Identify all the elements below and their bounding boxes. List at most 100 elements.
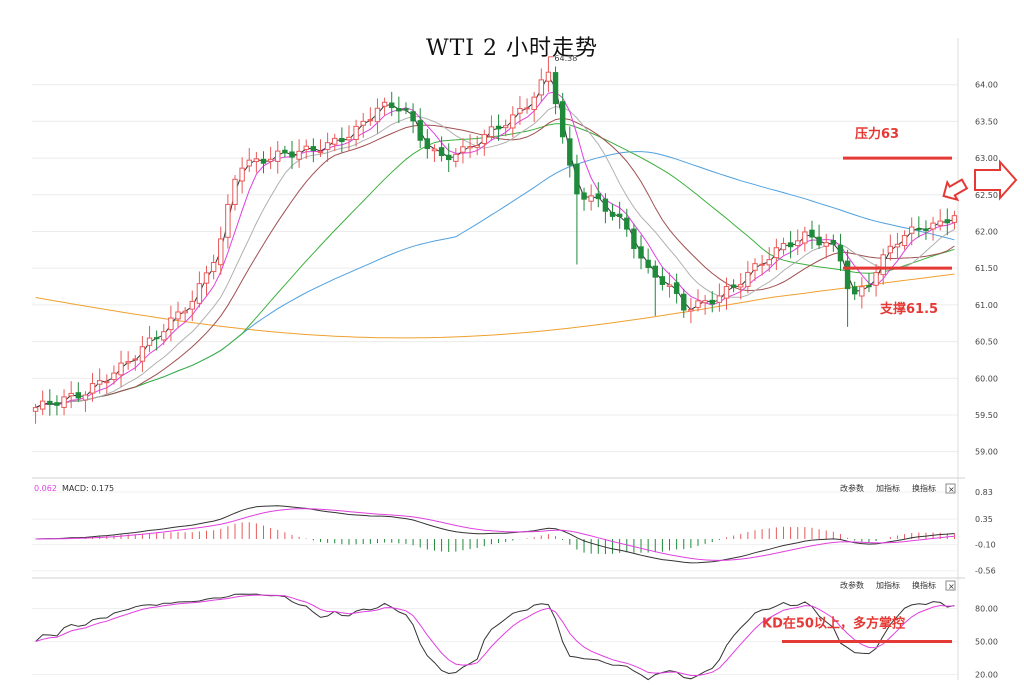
candle-body — [54, 402, 60, 406]
macd-panel-button[interactable]: 换指标 — [912, 483, 936, 493]
macd-tick-label: -0.56 — [975, 567, 996, 576]
candle-body — [951, 215, 958, 223]
candle-body — [887, 245, 894, 254]
macd-panel-button[interactable]: 加指标 — [876, 483, 900, 493]
macd-tick-label: 0.83 — [975, 488, 993, 497]
candle-body — [681, 293, 687, 311]
candle-body — [381, 101, 388, 107]
candle-body — [317, 151, 324, 154]
candle-body — [175, 311, 181, 320]
candle-body — [752, 263, 758, 271]
candle-body — [161, 331, 167, 341]
kd-panel: 80.00 50.00 20.00 改参数 加指标 换指标 × — [32, 580, 998, 681]
price-tick-label: 61.00 — [975, 301, 998, 310]
candle-body — [495, 125, 502, 130]
candle-body — [182, 310, 188, 314]
candle-body — [716, 295, 723, 303]
right-arrow-icon — [974, 159, 1018, 201]
candle-body — [260, 158, 267, 164]
ma20-line — [35, 106, 955, 409]
candle-body — [795, 240, 801, 247]
candle-body — [602, 198, 609, 212]
candle-body — [488, 126, 495, 138]
kd-tick-label: 80.00 — [975, 605, 998, 614]
candle-body — [111, 372, 117, 380]
candle-body — [460, 146, 466, 153]
kd-d-line — [35, 594, 955, 676]
candle-body — [531, 96, 537, 110]
candle-body — [894, 243, 901, 248]
macd-dea-line — [35, 508, 955, 561]
candle-body — [759, 263, 765, 266]
candle-body — [809, 229, 815, 238]
candle-body — [453, 153, 459, 162]
candle-body — [688, 309, 694, 312]
candle-body — [374, 107, 381, 123]
candle-body — [210, 261, 217, 273]
candle-body — [32, 407, 39, 412]
candle-body — [574, 163, 580, 195]
kd-panel-button[interactable]: 换指标 — [912, 580, 936, 590]
candle-body — [673, 282, 680, 294]
candle-body — [609, 212, 616, 217]
kd-panel-button[interactable]: 改参数 — [840, 580, 864, 590]
macd-close-icon[interactable] — [945, 483, 956, 494]
candle-body — [39, 400, 46, 410]
candle-body — [96, 380, 103, 385]
candle-body — [253, 158, 260, 162]
chart-title: WTI 2 小时走势 — [426, 36, 598, 61]
peak-value-label: 64.38 — [554, 54, 577, 63]
candle-body — [296, 150, 302, 160]
candle-body — [631, 228, 637, 249]
kd-close-glyph: × — [948, 582, 955, 591]
macd-header-label: MACD: 0.175 — [62, 484, 114, 493]
candle-body — [139, 346, 146, 362]
candle-body — [538, 79, 545, 96]
candle-body — [396, 108, 402, 112]
candle-body — [545, 71, 552, 82]
candle-body — [859, 286, 865, 297]
candle-body — [225, 203, 231, 238]
macd-tick-label: -0.10 — [975, 541, 996, 550]
kd-tick-label: 20.00 — [975, 671, 998, 680]
candle-body — [232, 178, 238, 205]
candle-body — [47, 400, 53, 405]
candle-body — [153, 337, 160, 340]
candle-body — [168, 317, 174, 331]
candle-body — [695, 300, 701, 308]
candle-body — [89, 383, 96, 394]
macd-tick-label: 0.35 — [975, 515, 993, 524]
candle-body — [474, 144, 480, 148]
candle-body — [75, 392, 82, 399]
price-tick-label: 60.50 — [975, 338, 998, 347]
candle-body — [524, 107, 530, 110]
candle-body — [816, 236, 822, 246]
kd-panel-button[interactable]: 加指标 — [876, 580, 900, 590]
candle-body — [431, 148, 438, 152]
candle-body — [196, 283, 203, 304]
candle-body — [346, 136, 352, 141]
resistance-label: 压力63 — [855, 126, 899, 142]
up-arrow-icon — [942, 178, 969, 202]
ma5-line — [35, 75, 955, 409]
candle-body — [595, 193, 601, 200]
kd-close-icon[interactable] — [945, 580, 956, 591]
gridlines — [32, 84, 958, 453]
candle-body — [780, 243, 787, 251]
price-tick-label: 60.00 — [975, 374, 998, 383]
candle-body — [82, 394, 89, 401]
candle-body — [802, 231, 808, 244]
price-tick-label: 62.00 — [975, 227, 998, 236]
candle-body — [510, 114, 516, 129]
annotations: 64.38 压力63 支撑61.5 KD在50以上，多方掌控 — [548, 54, 1018, 643]
kd-tick-label: 50.00 — [975, 638, 998, 647]
candle-body — [709, 299, 715, 305]
candle-body — [61, 396, 67, 408]
macd-panel-button[interactable]: 改参数 — [840, 483, 864, 493]
candle-body — [310, 146, 317, 152]
price-tick-label: 59.00 — [975, 448, 998, 457]
candle-body — [873, 272, 879, 286]
candle-body — [787, 242, 794, 248]
candle-body — [581, 192, 587, 200]
